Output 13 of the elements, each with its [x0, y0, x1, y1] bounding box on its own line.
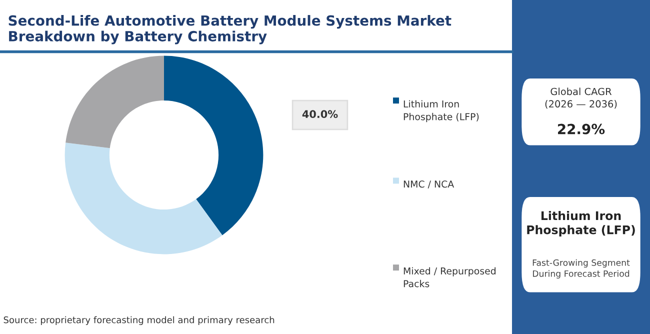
donut-slice — [164, 56, 264, 236]
text: Global CAGR (2026 — 2036) — [545, 88, 617, 109]
legend-label: Lithium Iron Phosphate (LFP) — [404, 100, 479, 122]
donut-slice — [64, 142, 222, 254]
text: 22.9% — [558, 124, 605, 134]
legend-label: NMC / NCA — [404, 180, 454, 188]
legend-label: Mixed / Repurposed Packs — [404, 267, 496, 288]
text: Fast-Growing Segment During Forecast Period — [532, 259, 630, 279]
data-label: 40.0% — [302, 110, 338, 118]
text: Lithium Iron Phosphate (LFP) — [527, 211, 635, 237]
donut-slice — [66, 56, 164, 148]
chart-title: Second-Life Automotive Battery Module Systems Market Breakdown by Battery Chemistry — [8, 15, 452, 44]
source-note: Source: proprietary forecasting model and primary research — [4, 316, 274, 326]
